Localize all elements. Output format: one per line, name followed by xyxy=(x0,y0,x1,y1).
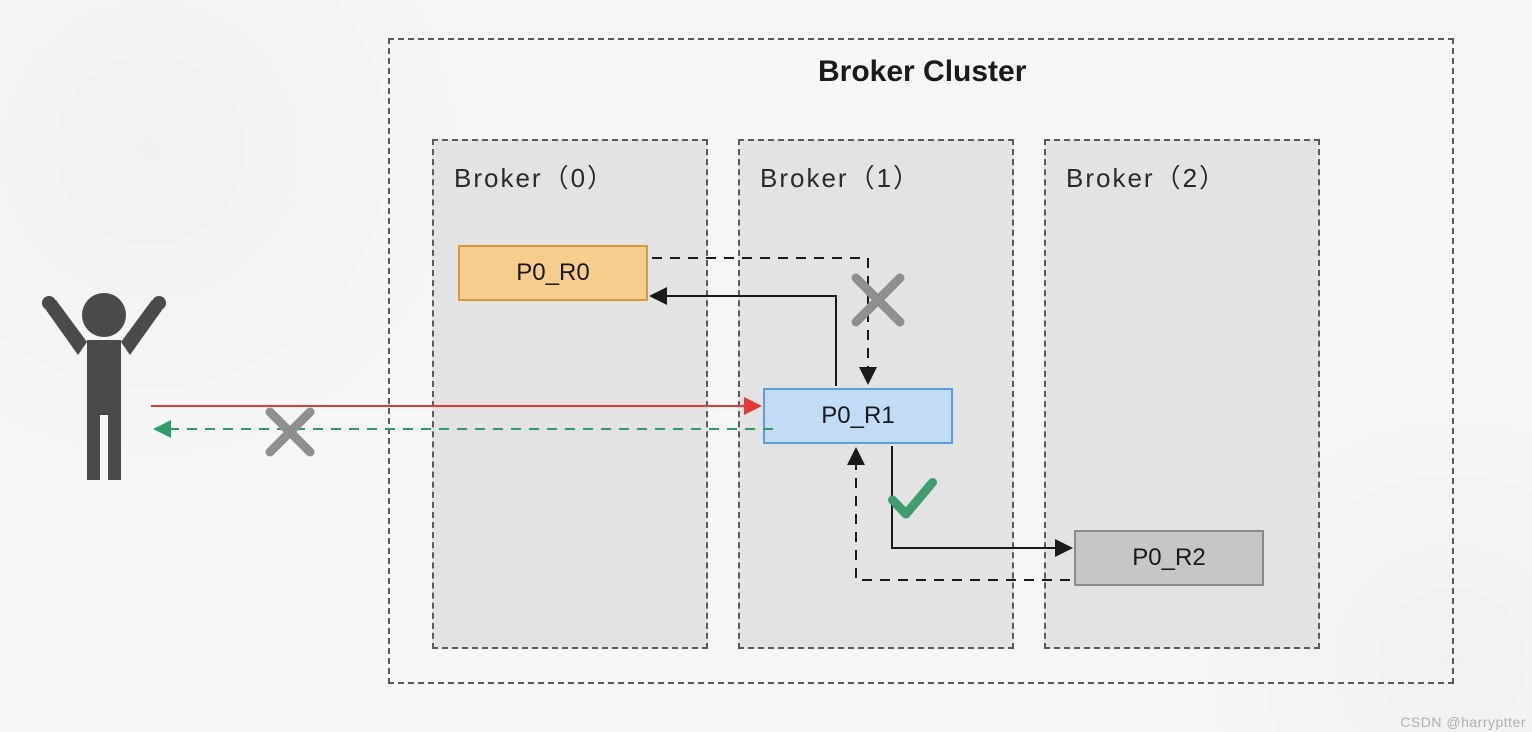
cross-left xyxy=(270,412,310,452)
replica-r0: P0_R0 xyxy=(458,245,648,301)
broker-cluster-title: Broker Cluster xyxy=(818,55,1026,89)
broker-title-b2: Broker（2） xyxy=(1066,158,1227,195)
person-icon xyxy=(42,293,166,480)
broker-box-b0 xyxy=(432,139,708,649)
diagram-stage: Broker Cluster Broker（0） Broker（1） Broker（… xyxy=(0,0,1532,732)
watermark-text: CSDN @harryptter xyxy=(1400,714,1526,730)
replica-r2: P0_R2 xyxy=(1074,530,1264,586)
broker-title-b0: Broker（0） xyxy=(454,158,615,195)
replica-r1: P0_R1 xyxy=(763,388,953,444)
broker-title-b1: Broker（1） xyxy=(760,158,921,195)
